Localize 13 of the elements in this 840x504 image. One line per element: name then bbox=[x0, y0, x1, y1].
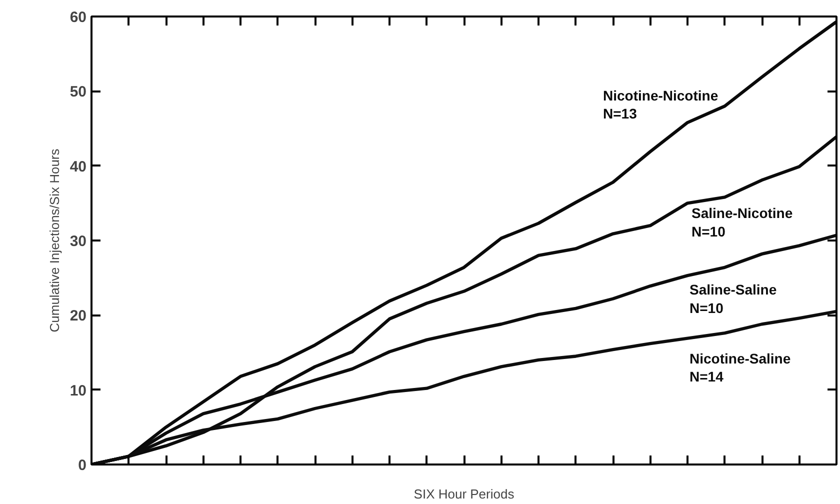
series-label: Nicotine-Saline N=14 bbox=[690, 350, 791, 385]
y-tick-label: 40 bbox=[70, 158, 87, 176]
y-tick-label: 0 bbox=[78, 457, 86, 474]
y-axis-title: Cumulative Injections/Six Hours bbox=[46, 148, 62, 332]
x-axis-title: SIX Hour Periods bbox=[414, 486, 515, 502]
series-label: Saline-Nicotine N=10 bbox=[692, 205, 793, 240]
y-tick-label: 20 bbox=[70, 308, 87, 325]
y-tick-label: 50 bbox=[70, 84, 87, 101]
y-tick-label: 60 bbox=[70, 9, 87, 26]
series-label: Saline-Saline N=10 bbox=[690, 282, 777, 316]
y-tick-label: 30 bbox=[70, 233, 87, 250]
y-tick-label: 10 bbox=[70, 382, 87, 400]
series-label: Nicotine-Nicotine N=13 bbox=[603, 87, 718, 122]
